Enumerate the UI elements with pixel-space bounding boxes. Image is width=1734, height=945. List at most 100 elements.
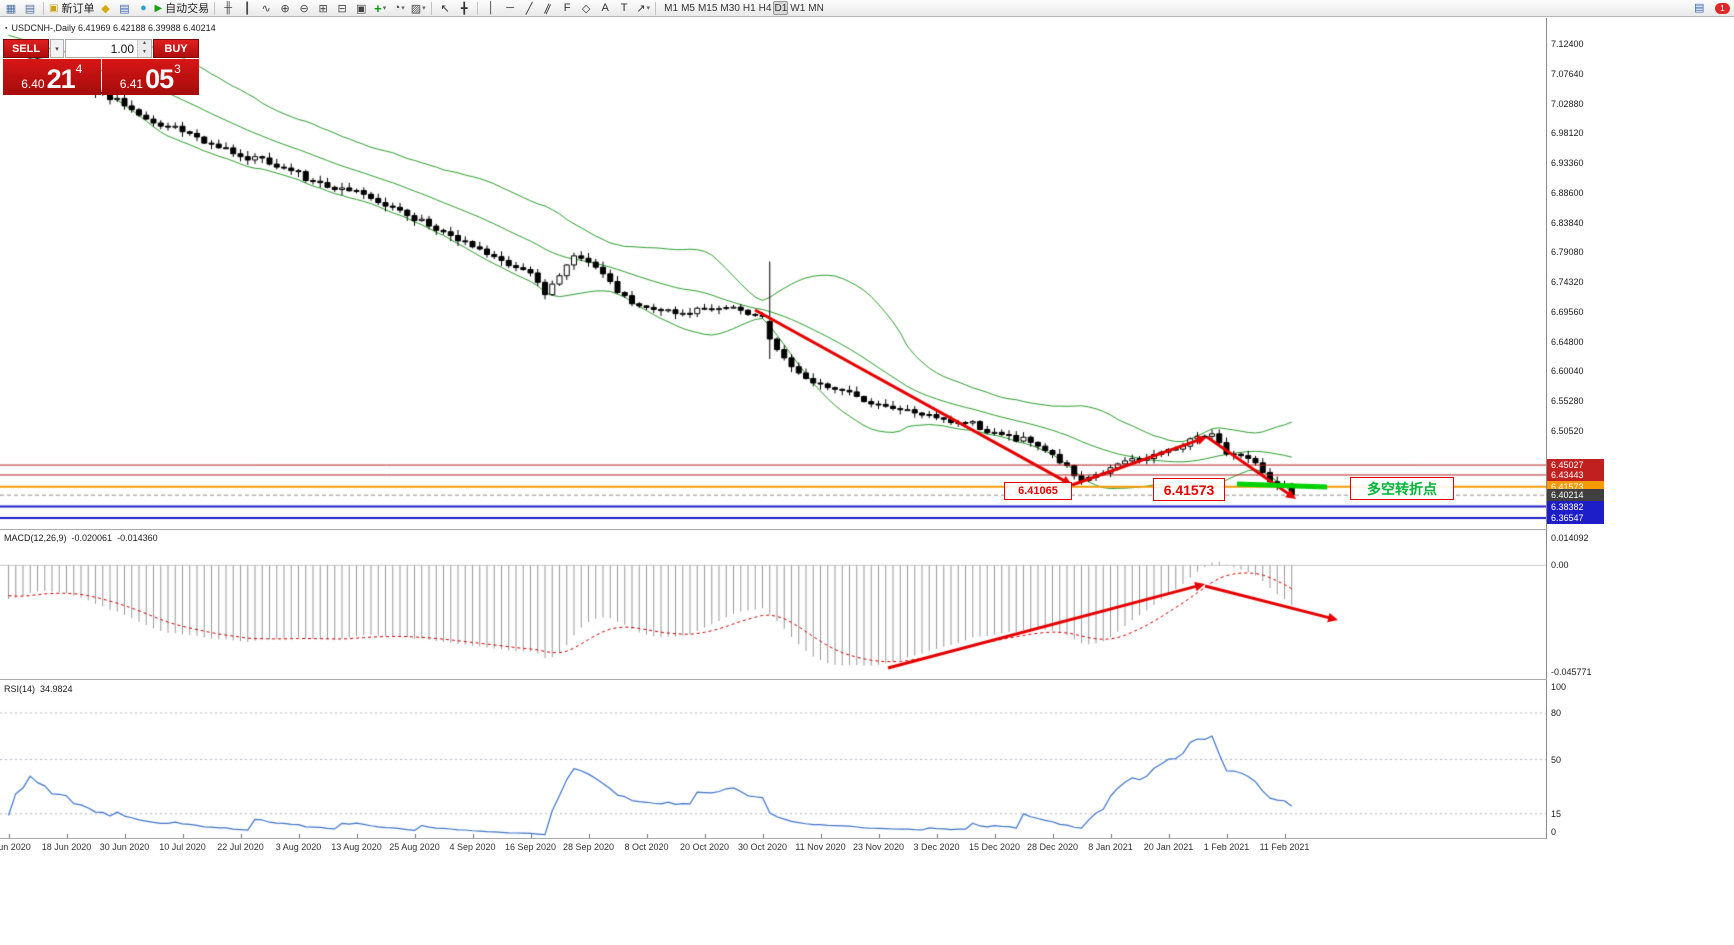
channel-icon[interactable]: ∥ [539, 1, 557, 16]
price-annotation-level[interactable]: 6.41573 [1153, 478, 1225, 501]
chart-profiles-icon: ▤ [24, 2, 36, 15]
order-options-dropdown[interactable]: ▾ [50, 39, 64, 58]
pane-separator-rsi[interactable] [0, 679, 1734, 680]
shapes-icon[interactable]: ◇ [577, 1, 595, 16]
timeframe-button-h4[interactable]: H4 [758, 2, 772, 14]
templates-icon-dropdown[interactable]: ▾ [422, 5, 426, 12]
one-click-trading-panel: SELL ▾ ▴ ▾ BUY 6.40 21 4 6.41 05 3 [3, 39, 199, 95]
date-label: 8 Jan 2021 [1088, 842, 1133, 852]
price-tick-label: 7.07640 [1551, 68, 1584, 79]
candlestick-chart-icon[interactable]: ┃ [238, 1, 256, 16]
arrange-windows-icon[interactable]: ▣ [352, 1, 370, 16]
zoom-in-icon[interactable]: ⊕ [276, 1, 294, 16]
pane-separator-macd[interactable] [0, 529, 1734, 530]
notification-badge[interactable]: 1 [1715, 2, 1730, 14]
chart-wizard-icon: ◆ [101, 2, 110, 15]
timeframe-button-mn[interactable]: MN [808, 2, 824, 14]
volume-down-button[interactable]: ▾ [138, 48, 151, 57]
timeframe-button-d1[interactable]: D1 [773, 1, 789, 15]
date-label: 13 Aug 2020 [331, 842, 382, 852]
price-tick-label: 6.83840 [1551, 217, 1584, 228]
sell-button[interactable]: SELL [3, 39, 49, 58]
zoom-out-icon[interactable]: ⊖ [295, 1, 313, 16]
timeframe-button-h1[interactable]: H1 [742, 2, 756, 14]
indicators-icon: + [374, 0, 382, 16]
timeframe-button-m1[interactable]: M1 [664, 2, 679, 14]
text-label-icon[interactable]: T [615, 1, 633, 16]
date-label: 11 Feb 2021 [1259, 842, 1310, 852]
price-tick-label: 6.79080 [1551, 247, 1584, 258]
volume-up-button[interactable]: ▴ [138, 40, 151, 49]
new-chart-icon[interactable]: ▦ [2, 1, 20, 16]
price-tick-label: 6.98120 [1551, 128, 1584, 139]
trade-panel-controls: SELL ▾ ▴ ▾ BUY [3, 39, 199, 58]
date-axis[interactable]: 4 Jun 2020 18 Jun 2020 30 Jun 2020 10 Jul 2… [0, 839, 1734, 859]
turning-point-note[interactable]: 多空转折点 [1350, 477, 1454, 500]
buy-price-display[interactable]: 6.41 05 3 [101, 59, 199, 95]
periods-icon[interactable]: ◔ ▾ [390, 1, 408, 16]
cascade-windows-icon[interactable]: ⊟ [333, 1, 351, 16]
price-tick-label: 6.88600 [1551, 187, 1584, 198]
chart-wizard-icon[interactable]: ◆ [96, 1, 114, 16]
buy-button[interactable]: BUY [153, 39, 199, 58]
rsi-label-row: RSI(14) 34.9824 [4, 684, 73, 694]
templates-icon[interactable]: ▨ ▾ [409, 1, 427, 16]
messages-icon[interactable]: ▤ [1694, 1, 1705, 14]
arrows-icon[interactable]: ↗ ▾ [634, 1, 652, 16]
date-label: 25 Aug 2020 [389, 842, 440, 852]
horizontal-line-icon[interactable]: ─ [501, 1, 519, 16]
price-tick-label: 6.55280 [1551, 396, 1584, 406]
price-tick-label: 6.60040 [1551, 366, 1584, 377]
bar-chart-icon[interactable]: ╫ [219, 1, 237, 16]
text-icon: A [601, 2, 609, 14]
indicators-icon[interactable]: + ▾ [371, 1, 389, 16]
rsi-axis-label: 50 [1551, 754, 1562, 765]
volume-input[interactable] [66, 40, 137, 57]
rsi-value: 34.9824 [40, 684, 73, 694]
line-chart-icon[interactable]: ∿ [257, 1, 275, 16]
tile-windows-icon[interactable]: ⊞ [314, 1, 332, 16]
price-tick-label: 7.12400 [1551, 39, 1584, 49]
chart-symbol-icon: ▪ [5, 24, 8, 32]
date-label: 28 Dec 2020 [1026, 842, 1079, 852]
fibonacci-icon[interactable]: F [558, 1, 576, 16]
timeframe-button-m15[interactable]: M15 [697, 2, 718, 14]
price-tick-label: 7.02880 [1551, 98, 1584, 109]
chart-window: ▪ USDCNH-,Daily 6.41969 6.42188 6.39988 … [0, 18, 1734, 945]
vertical-line-icon[interactable]: │ [482, 1, 500, 16]
timeframe-button-w1[interactable]: W1 [790, 2, 806, 14]
autotrading-button[interactable]: ▶ 自动交易 [153, 1, 210, 16]
arrows-icon-dropdown[interactable]: ▾ [646, 5, 651, 12]
timeframe-button-m5[interactable]: M5 [681, 2, 695, 14]
price-axis[interactable]: 7.12400 7.07640 7.02880 6.98120 6.93360 6.886… [1547, 18, 1734, 857]
rsi-axis-label: 15 [1551, 808, 1562, 819]
buy-price-pips: 05 [145, 64, 174, 94]
price-level-tag: 6.43443 [1547, 468, 1604, 481]
trendline-icon[interactable]: ╱ [520, 1, 538, 16]
timeframe-button-m30[interactable]: M30 [720, 2, 740, 14]
crosshair-icon[interactable]: ╋ [455, 1, 473, 16]
sell-price-display[interactable]: 6.40 21 4 [3, 59, 101, 95]
market-watch-icon[interactable]: ▤ [115, 1, 133, 16]
horizontal-line-icon: ─ [506, 2, 515, 14]
toolbar-separator [655, 1, 657, 15]
price-tick-label: 6.69560 [1551, 306, 1584, 317]
date-label: 28 Sep 2020 [562, 842, 615, 852]
price-chart-canvas[interactable] [0, 18, 1546, 945]
date-label: 18 Jun 2020 [41, 842, 92, 852]
cursor-icon[interactable]: ↖ [436, 1, 454, 16]
new-chart-icon: ▦ [5, 2, 17, 15]
chart-profiles-icon[interactable]: ▤ [21, 1, 39, 16]
indicators-icon-dropdown[interactable]: ▾ [382, 5, 387, 12]
trendline-icon: ╱ [525, 2, 533, 15]
price-annotation-low[interactable]: 6.41065 [1004, 482, 1072, 500]
bar-chart-icon: ╫ [224, 2, 233, 14]
toolbar-separator [431, 1, 433, 15]
vertical-line-icon: │ [487, 2, 495, 14]
price-tick-label: 6.64800 [1551, 336, 1584, 347]
price-level-tag: 6.45027 [1547, 459, 1604, 472]
new-order-button[interactable]: ▣ 新订单 [48, 1, 95, 16]
periods-icon-dropdown[interactable]: ▾ [401, 5, 405, 12]
navigator-icon[interactable]: ● [134, 1, 152, 16]
text-icon[interactable]: A [596, 1, 614, 16]
